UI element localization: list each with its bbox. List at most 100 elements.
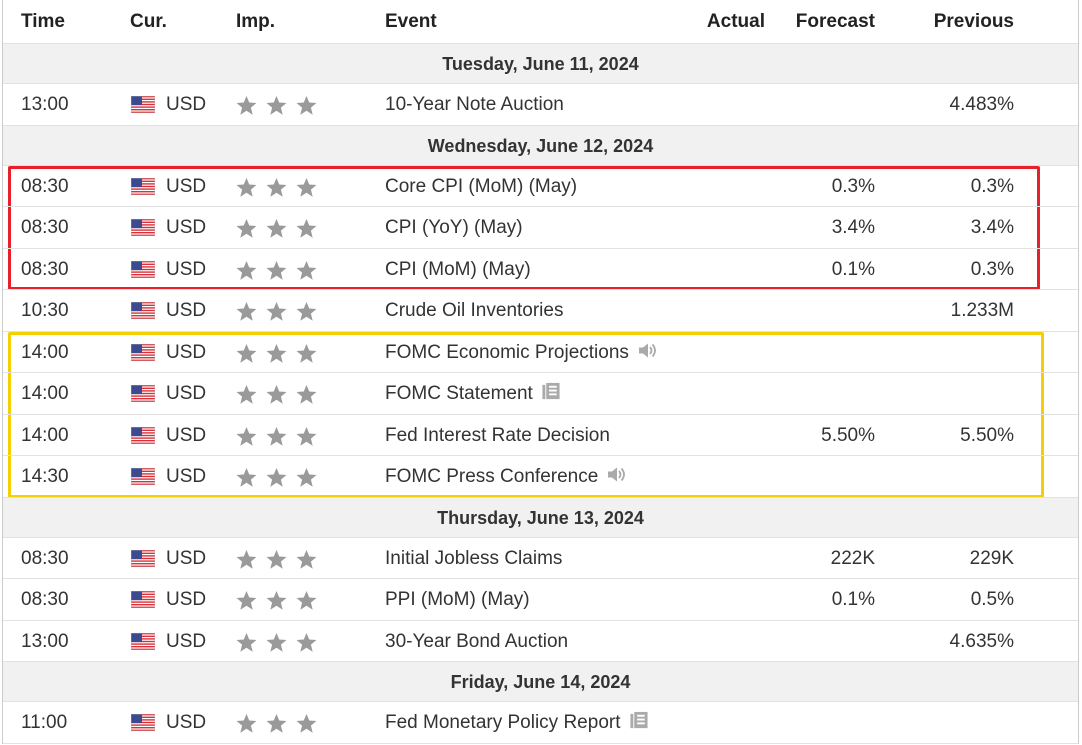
- event-row: 13:00 USD 30-Year Bond Auction 4.635%: [3, 621, 1078, 663]
- forecast: 0.3%: [831, 175, 875, 197]
- event-row: 08:30 USD PPI (MoM) (May) 0.1% 0.5%: [3, 579, 1078, 621]
- time: 08:30: [21, 175, 69, 197]
- flag-icon: [131, 344, 155, 361]
- event-name[interactable]: Core CPI (MoM) (May): [385, 175, 578, 197]
- column-header[interactable]: Imp.: [236, 11, 276, 32]
- date-label: Wednesday, June 12, 2024: [427, 135, 654, 156]
- time: 08:30: [21, 547, 69, 569]
- flag-icon: [131, 178, 155, 195]
- flag-icon: [131, 385, 155, 402]
- event-name[interactable]: 10-Year Note Auction: [385, 94, 564, 115]
- event-row: 08:30 USD Initial Jobless Claims 222K 229K: [3, 538, 1078, 579]
- speaker-icon: [606, 465, 626, 484]
- time: 14:30: [21, 466, 69, 487]
- importance-stars: [236, 383, 320, 405]
- currency-code: USD: [166, 712, 207, 733]
- previous: 4.483%: [949, 94, 1014, 115]
- forecast: 5.50%: [821, 424, 875, 446]
- flag-icon: [131, 714, 155, 731]
- currency-code: USD: [166, 547, 207, 569]
- event-name[interactable]: Fed Monetary Policy Report: [385, 712, 621, 733]
- previous: 3.4%: [970, 217, 1014, 238]
- event-cell: 10-Year Note Auction: [385, 84, 564, 126]
- importance-stars: [236, 217, 320, 239]
- column-header[interactable]: Cur.: [130, 11, 167, 32]
- time: 13:00: [21, 94, 69, 115]
- column-header[interactable]: Event: [385, 11, 437, 32]
- column-header[interactable]: Time: [21, 11, 66, 32]
- flag-icon: [131, 633, 155, 650]
- previous: 1.233M: [950, 300, 1014, 321]
- time: 14:00: [21, 341, 69, 363]
- event-name[interactable]: PPI (MoM) (May): [385, 589, 530, 610]
- importance-stars: [236, 259, 320, 281]
- event-cell: FOMC Statement: [385, 373, 561, 415]
- time: 08:30: [21, 258, 69, 280]
- previous: 4.635%: [949, 630, 1014, 652]
- event-row: 10:30 USD Crude Oil Inventories 1.233M: [3, 290, 1078, 332]
- event-cell: Core CPI (MoM) (May): [385, 166, 577, 208]
- event-name[interactable]: Crude Oil Inventories: [385, 300, 564, 321]
- date-row: Thursday, June 13, 2024: [3, 497, 1078, 538]
- forecast: 0.1%: [831, 589, 875, 610]
- flag-icon: [131, 550, 155, 567]
- event-cell: Crude Oil Inventories: [385, 290, 563, 332]
- currency-code: USD: [166, 258, 207, 280]
- event-name[interactable]: FOMC Statement: [385, 383, 533, 404]
- event-cell: CPI (MoM) (May): [385, 249, 531, 291]
- importance-stars: [236, 176, 320, 198]
- previous: 0.3%: [970, 258, 1014, 280]
- event-name[interactable]: 30-Year Bond Auction: [385, 630, 569, 652]
- currency-code: USD: [166, 466, 207, 487]
- event-row: 08:30 USD CPI (YoY) (May) 3.4% 3.4%: [3, 207, 1078, 249]
- importance-stars: [236, 300, 320, 322]
- event-name[interactable]: FOMC Press Conference: [385, 466, 599, 487]
- time: 11:00: [21, 712, 68, 733]
- time: 08:30: [21, 589, 69, 610]
- highlight-group: 14:00 USD FOMC Economic Projections 14:00 US…: [3, 331, 1078, 498]
- time: 08:30: [21, 217, 69, 238]
- time: 13:00: [21, 630, 69, 652]
- event-row: 14:30 USD FOMC Press Conference: [3, 456, 1078, 498]
- date-label: Thursday, June 13, 2024: [437, 507, 644, 528]
- event-row: 14:00 USD FOMC Economic Projections: [3, 332, 1078, 374]
- event-name[interactable]: Initial Jobless Claims: [385, 547, 563, 569]
- date-row: Tuesday, June 11, 2024: [3, 44, 1078, 84]
- event-cell: PPI (MoM) (May): [385, 579, 530, 621]
- event-row: 14:00 USD Fed Interest Rate Decision 5.50% 5…: [3, 415, 1078, 456]
- flag-icon: [131, 468, 155, 485]
- currency-code: USD: [166, 217, 207, 238]
- currency-code: USD: [166, 383, 207, 404]
- currency-code: USD: [166, 175, 207, 197]
- flag-icon: [131, 261, 155, 278]
- column-header[interactable]: Actual: [706, 11, 765, 32]
- currency-code: USD: [166, 94, 207, 115]
- event-row: 14:00 USD FOMC Statement: [3, 373, 1078, 415]
- event-name[interactable]: CPI (YoY) (May): [385, 217, 523, 238]
- importance-stars: [236, 589, 320, 611]
- event-cell: CPI (YoY) (May): [385, 207, 523, 249]
- importance-stars: [236, 94, 320, 116]
- event-name[interactable]: FOMC Economic Projections: [385, 341, 629, 363]
- table-body: Tuesday, June 11, 2024 13:00 USD 10-Year No…: [3, 44, 1078, 744]
- importance-stars: [236, 712, 320, 734]
- flag-icon: [131, 427, 155, 444]
- currency-code: USD: [166, 589, 207, 610]
- time: 10:30: [21, 300, 69, 321]
- event-row: 11:00 USD Fed Monetary Policy Report: [3, 702, 1078, 744]
- doc-icon: [541, 382, 561, 401]
- column-header[interactable]: Forecast: [795, 11, 875, 32]
- importance-stars: [236, 466, 320, 488]
- importance-stars: [236, 425, 320, 447]
- event-name[interactable]: Fed Interest Rate Decision: [385, 424, 610, 446]
- column-header[interactable]: Previous: [933, 11, 1014, 32]
- event-row: 08:30 USD Core CPI (MoM) (May) 0.3% 0.3%: [3, 166, 1078, 208]
- previous: 0.5%: [970, 589, 1014, 610]
- event-cell: FOMC Economic Projections: [385, 332, 657, 374]
- event-cell: Fed Monetary Policy Report: [385, 702, 649, 744]
- event-name[interactable]: CPI (MoM) (May): [385, 258, 531, 280]
- date-row: Wednesday, June 12, 2024: [3, 125, 1078, 166]
- event-cell: 30-Year Bond Auction: [385, 621, 568, 663]
